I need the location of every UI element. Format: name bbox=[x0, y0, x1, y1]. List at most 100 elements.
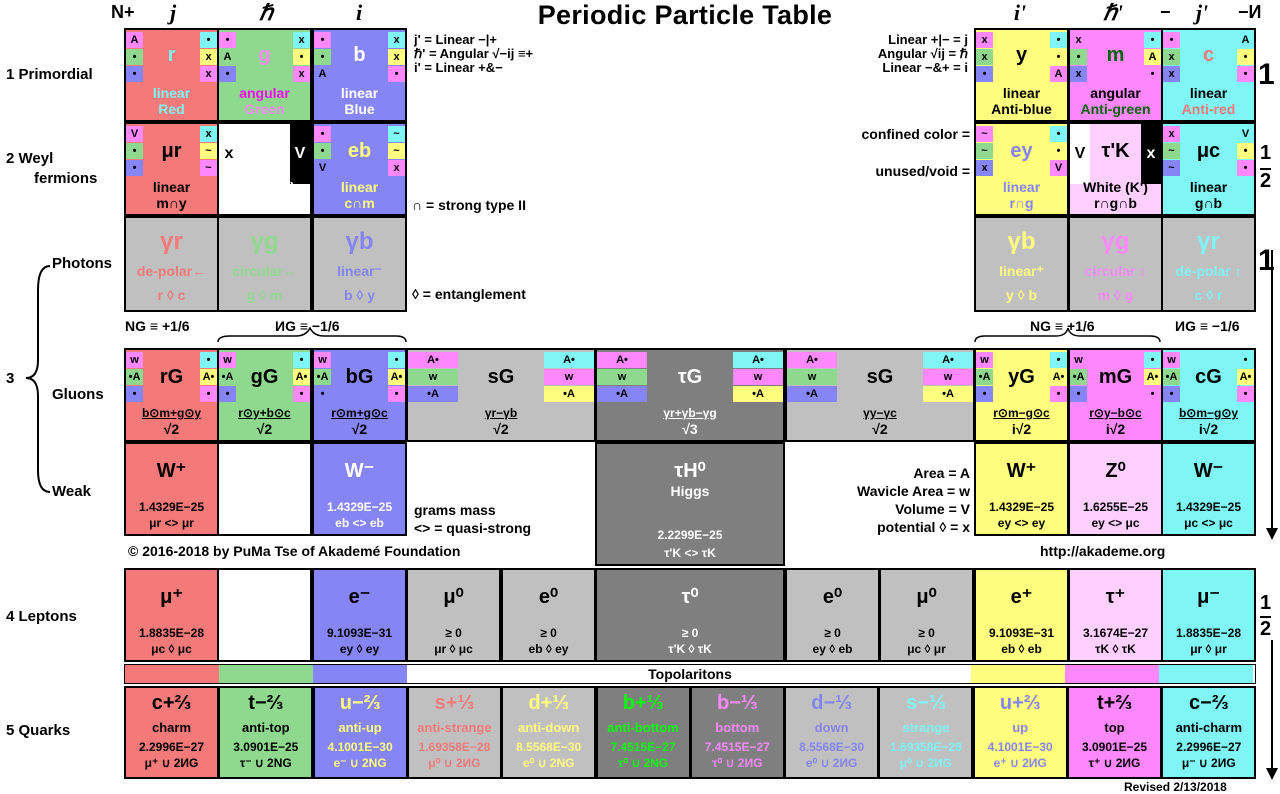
weak-cell[interactable]: W⁻ 1.4329E−25 μc <> μc bbox=[1161, 442, 1256, 536]
gluon-formula: r⊙m+g⊙c bbox=[331, 406, 388, 420]
photon-cell[interactable]: γb linear⁻ b ◊ y bbox=[312, 216, 407, 312]
corner-square: w bbox=[1163, 352, 1180, 368]
particle-symbol: rG bbox=[159, 366, 184, 388]
quark-cell[interactable]: c+⅔ charm 2.2996E−27 μ⁺ ∪ 2ИG bbox=[124, 686, 219, 779]
lepton-cell[interactable]: μ⁰ ≥ 0 μc ◊ μr bbox=[879, 568, 974, 662]
gluon-cell[interactable]: A• A• w w •A •A τG γr+γb−γg √3 bbox=[595, 348, 785, 442]
corner-square: •A bbox=[219, 369, 236, 385]
lepton-cell[interactable]: μ⁻ 1.8835E−28 μr ◊ μr bbox=[1161, 568, 1256, 662]
row-label-weak: Weak bbox=[52, 483, 91, 500]
particle-label: anti-strange bbox=[417, 720, 492, 735]
lepton-cell[interactable]: e⁰ ≥ 0 eb ◊ ey bbox=[501, 568, 596, 662]
corner-square: • bbox=[293, 386, 310, 402]
corner-square: •A bbox=[126, 369, 143, 385]
particle-label: c∩m bbox=[344, 195, 375, 211]
quark-cell[interactable]: d−⅓ down 8.5568E−30 e⁰ ∪ 2ИG bbox=[784, 686, 880, 779]
corner-square: w bbox=[1070, 352, 1087, 368]
quark-cell[interactable]: t−⅔ anti-top 3.0901E−25 τ⁻ ∪ 2NG bbox=[218, 686, 314, 779]
particle-symbol: s+⅓ bbox=[434, 692, 475, 714]
gluon-cell[interactable]: w • •A A• • • rG b⊙m+g⊙y √2 bbox=[124, 348, 219, 442]
primordial-cell-blue[interactable]: • x • x A • b linear Blue bbox=[312, 28, 407, 122]
particle-symbol: μ⁰ bbox=[916, 586, 937, 608]
lepton-cell[interactable]: τ⁰ ≥ 0 τ'K ◊ τK bbox=[595, 568, 785, 662]
primordial-cell-red[interactable]: A • • x • x r linear Red bbox=[124, 28, 219, 122]
weak-cell[interactable]: W⁺ 1.4329E−25 ey <> ey bbox=[974, 442, 1069, 536]
particle-mass: ≥ 0 bbox=[681, 626, 699, 640]
corner-square: x bbox=[1070, 32, 1087, 48]
corner-square: ~ bbox=[1163, 143, 1180, 159]
row-label-leptons: 4 Leptons bbox=[6, 608, 77, 625]
corner-square: A• bbox=[1237, 369, 1254, 385]
particle-symbol: mG bbox=[1098, 366, 1133, 388]
particle-mass: 2.2996E−27 bbox=[138, 740, 205, 754]
corner-square: w bbox=[923, 369, 973, 385]
topolaritons-stripe bbox=[595, 665, 689, 683]
quark-cell[interactable]: u+⅔ up 4.1001E−30 e⁺ ∪ 2ИG bbox=[972, 686, 1068, 779]
particle-symbol: gG bbox=[250, 366, 279, 388]
lepton-cell[interactable]: e⁺ 9.1093E−31 eb ◊ eb bbox=[974, 568, 1069, 662]
row-label-quarks: 5 Quarks bbox=[6, 722, 71, 739]
lepton-cell[interactable]: e⁻ 9.1093E−31 ey ◊ ey bbox=[312, 568, 407, 662]
gluon-cell[interactable]: w • •A A• • • mG r⊙y−b⊙c i√2 bbox=[1068, 348, 1163, 442]
quark-cell[interactable]: t+⅔ top 3.0901E−25 τ⁺ ∪ 2ИG bbox=[1067, 686, 1162, 779]
photon-cell[interactable]: γr de-polar ↕ c ◊ r bbox=[1161, 216, 1256, 312]
quark-cell[interactable]: d+⅓ anti-down 8.5568E−30 e⁰ ∪ 2NG bbox=[501, 686, 597, 779]
lepton-cell[interactable]: e⁰ ≥ 0 ey ◊ eb bbox=[785, 568, 880, 662]
quark-cell[interactable]: s−⅓ strange 1.69358E−28 μ⁰ ∪ 2ИG bbox=[878, 686, 974, 779]
lepton-cell[interactable]: τ⁻ 3.1674E−27 τ'K ◊ τ'K bbox=[217, 568, 312, 662]
corner-square: A bbox=[1144, 49, 1161, 65]
gluon-cell[interactable]: A• A• w w •A •A sG γr−γb √2 bbox=[406, 348, 596, 442]
corner-square: • bbox=[126, 386, 143, 402]
corner-square: • bbox=[1237, 386, 1254, 402]
lepton-cell[interactable]: μ⁺ 1.8835E−28 μc ◊ μc bbox=[124, 568, 219, 662]
particle-symbol: r bbox=[167, 44, 176, 66]
photon-cell[interactable]: γb linear⁺ y ◊ b bbox=[974, 216, 1069, 312]
particle-symbol: Z⁰ bbox=[254, 460, 275, 482]
particle-label: anti-up bbox=[338, 720, 382, 735]
photon-cell[interactable]: γg circular↔ g ◊ m bbox=[217, 216, 312, 312]
particle-relation: τ'K <> τK bbox=[664, 546, 716, 560]
primordial-cell-green[interactable]: • x A • • x g angular Green bbox=[217, 28, 312, 122]
gluon-cell[interactable]: w • •A A• • • yG r⊙m−g⊙c i√2 bbox=[974, 348, 1069, 442]
url-link[interactable]: http://akademe.org bbox=[1040, 543, 1166, 559]
photon-cell[interactable]: γr de-polar← r ◊ c bbox=[124, 216, 219, 312]
topolaritons-stripe bbox=[219, 665, 313, 683]
gluon-cell[interactable]: A• A• w w •A •A sG γy−γc √2 bbox=[785, 348, 975, 442]
topolaritons-stripe bbox=[689, 665, 783, 683]
particle-label: linear bbox=[1002, 179, 1041, 195]
lepton-cell[interactable]: μ⁰ ≥ 0 μr ◊ μc bbox=[406, 568, 501, 662]
particle-label: Anti-green bbox=[1080, 101, 1151, 117]
particle-symbol: sG bbox=[487, 366, 515, 388]
weyl-cell[interactable]: x V ~ • ~ • μc linear g∩b bbox=[1161, 122, 1256, 216]
particle-relation: τ'K ◊ τK bbox=[668, 642, 712, 656]
quark-cell[interactable]: c−⅔ anti-charm 2.2996E−27 μ⁻ ∪ 2ИG bbox=[1161, 686, 1257, 779]
weak-cell[interactable]: τH⁰ Higgs 2.2299E−25 τ'K <> τK bbox=[595, 442, 785, 566]
gluon-formula: r⊙y+b⊙c bbox=[238, 406, 291, 420]
photon-cell[interactable]: γg circular ↕ m ◊ g bbox=[1068, 216, 1163, 312]
quark-cell[interactable]: b+⅓ anti-bottom 7.4515E−27 τ⁰ ∪ 2NG bbox=[595, 686, 691, 779]
weak-cell[interactable]: Z⁰ 1.6255E−25 μr <> eb bbox=[217, 442, 312, 536]
corner-square: x bbox=[1163, 126, 1180, 142]
particle-label: r∩g bbox=[1009, 195, 1034, 211]
confined-area: V bbox=[290, 124, 310, 184]
gluon-cell[interactable]: w • •A A• • • bG r⊙m+g⊙c √2 bbox=[312, 348, 407, 442]
gluon-cell[interactable]: w • •A A• • • cG b⊙m−g⊙y i√2 bbox=[1161, 348, 1256, 442]
weak-cell[interactable]: W⁻ 1.4329E−25 eb <> eb bbox=[312, 442, 407, 536]
quark-cell[interactable]: s+⅓ anti-strange 1.69358E−28 μ⁰ ∪ 2ИG bbox=[406, 686, 502, 779]
corner-square: • bbox=[1050, 352, 1067, 368]
quark-cell[interactable]: u−⅔ anti-up 4.1001E−30 e⁻ ∪ 2NG bbox=[312, 686, 408, 779]
gluon-cell[interactable]: w • •A A• • • gG r⊙y+b⊙c √2 bbox=[217, 348, 312, 442]
topolaritons-stripe bbox=[783, 665, 877, 683]
particle-mass: 1.4329E−25 bbox=[988, 500, 1055, 514]
particle-symbol: μ⁺ bbox=[160, 586, 183, 608]
quark-cell[interactable]: b−⅓ bottom 7.4515E−27 τ⁰ ∪ 2ИG bbox=[689, 686, 785, 779]
particle-relation: μc ◊ μc bbox=[151, 642, 192, 656]
